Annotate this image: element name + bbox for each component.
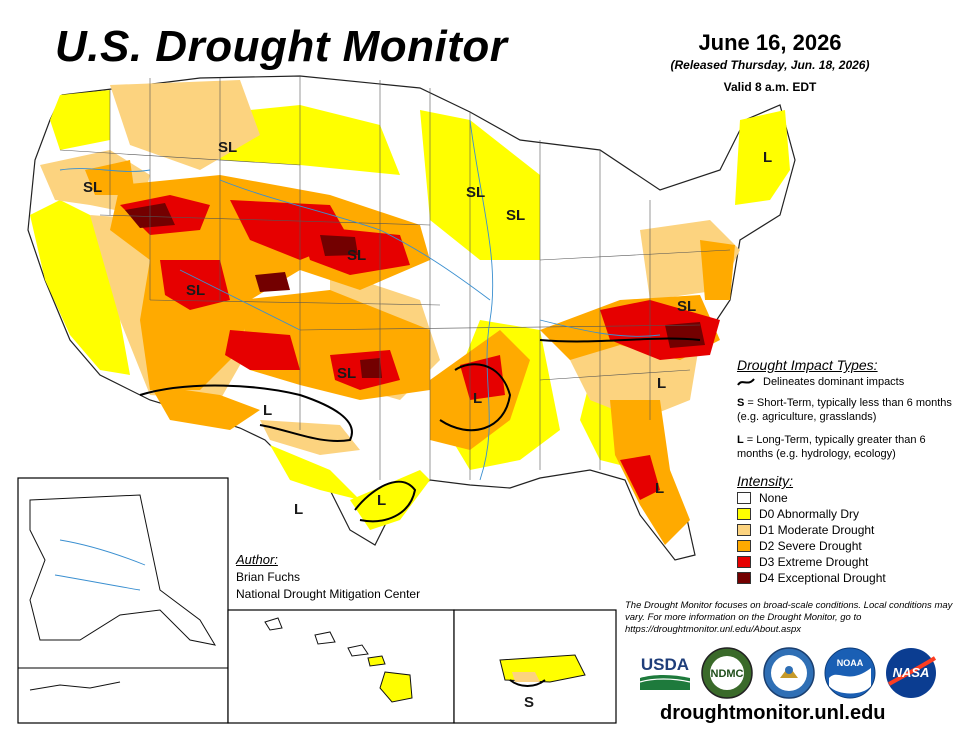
legend-label: None [759,491,788,505]
legend-swatch [737,572,751,584]
short-term-code: S [737,397,745,409]
ndmc-logo-icon: NDMC [701,647,753,699]
website-link[interactable]: droughtmonitor.unl.edu [660,702,886,724]
label-sl-minnesota: SL [466,184,485,201]
label-sl-utah: SL [186,282,205,299]
usda-logo-text: USDA [641,655,689,674]
intensity-legend-heading: Intensity: [737,473,794,489]
label-l-carolina: L [657,375,666,392]
ndmc-logo-text: NDMC [711,668,744,680]
impact-line-legend: Delineates dominant impacts [737,376,904,388]
label-sl-oklahoma: SL [337,365,356,382]
legend-item-d1: D1 Moderate Drought [737,522,886,538]
state-boundaries [59,76,731,480]
legend-item-d2: D2 Severe Drought [737,538,886,554]
commerce-seal-icon [763,647,815,699]
legend-swatch [737,492,751,504]
author-name: Brian Fuchs [236,570,301,584]
legend-item-d0: D0 Abnormally Dry [737,506,886,522]
legend-label: D1 Moderate Drought [759,523,875,537]
label-l-maine: L [763,149,772,166]
label-sl-northwest: SL [83,179,102,196]
impact-line-label: Delineates dominant impacts [763,376,905,388]
usda-logo[interactable]: USDA [638,652,692,692]
nasa-logo-icon: NASA [886,648,937,698]
ndmc-logo[interactable]: NDMC [700,646,754,700]
legend-item-d4: D4 Exceptional Drought [737,570,886,586]
nasa-logo-text: NASA [893,665,930,680]
noaa-logo-text: NOAA [837,658,864,668]
impact-legend-heading: Drought Impact Types: [737,357,878,373]
long-term-text: = Long-Term, typically greater than 6 mo… [737,434,926,460]
legend-swatch [737,508,751,520]
author-organization: National Drought Mitigation Center [236,587,421,601]
short-term-text: = Short-Term, typically less than 6 mont… [737,397,952,423]
valid-time: Valid 8 a.m. EDT [723,80,817,94]
impact-line-icon [737,378,755,386]
label-sl-virginia: SL [677,298,696,315]
hawaii-inset [227,609,455,724]
label-l-texas-south-a: L [294,501,303,518]
map-date: June 16, 2026 [698,30,842,55]
label-l-texas-west: L [263,402,272,419]
label-sl-nebraska: SL [347,247,366,264]
noaa-logo-icon: NOAA [824,647,876,699]
label-sl-wisconsin: SL [506,207,525,224]
label-l-florida: L [655,480,664,497]
label-l-arkansas: L [473,390,482,407]
legend-item-d3: D3 Extreme Drought [737,554,886,570]
usda-logo-icon: USDA [639,655,691,690]
legend-swatch [737,524,751,536]
legend-swatch [737,556,751,568]
alaska-inset [17,477,229,724]
legend-label: D4 Exceptional Drought [759,571,886,585]
disclaimer-text: The Drought Monitor focuses on broad-sca… [625,600,953,635]
author-heading: Author: [236,552,278,567]
long-term-legend: L = Long-Term, typically greater than 6 … [737,433,952,461]
legend-item-none: None [737,490,886,506]
nasa-logo[interactable]: NASA [883,646,939,700]
puerto-rico-inset [453,609,617,724]
label-l-texas-south-b: L [377,492,386,509]
release-date: (Released Thursday, Jun. 18, 2026) [670,58,870,72]
impact-lines [139,337,701,523]
legend-swatch [737,540,751,552]
long-term-code: L [737,434,744,446]
commerce-seal[interactable] [762,646,816,700]
d4-areas [125,203,705,378]
noaa-logo[interactable]: NOAA [823,646,877,700]
intensity-legend: None D0 Abnormally Dry D1 Moderate Droug… [737,490,886,586]
legend-label: D3 Extreme Drought [759,555,869,569]
page-title: U.S. Drought Monitor [55,22,508,71]
legend-label: D2 Severe Drought [759,539,862,553]
label-s-puerto-rico: S [524,694,534,711]
legend-label: D0 Abnormally Dry [759,507,860,521]
label-sl-montana: SL [218,139,237,156]
short-term-legend: S = Short-Term, typically less than 6 mo… [737,396,952,424]
